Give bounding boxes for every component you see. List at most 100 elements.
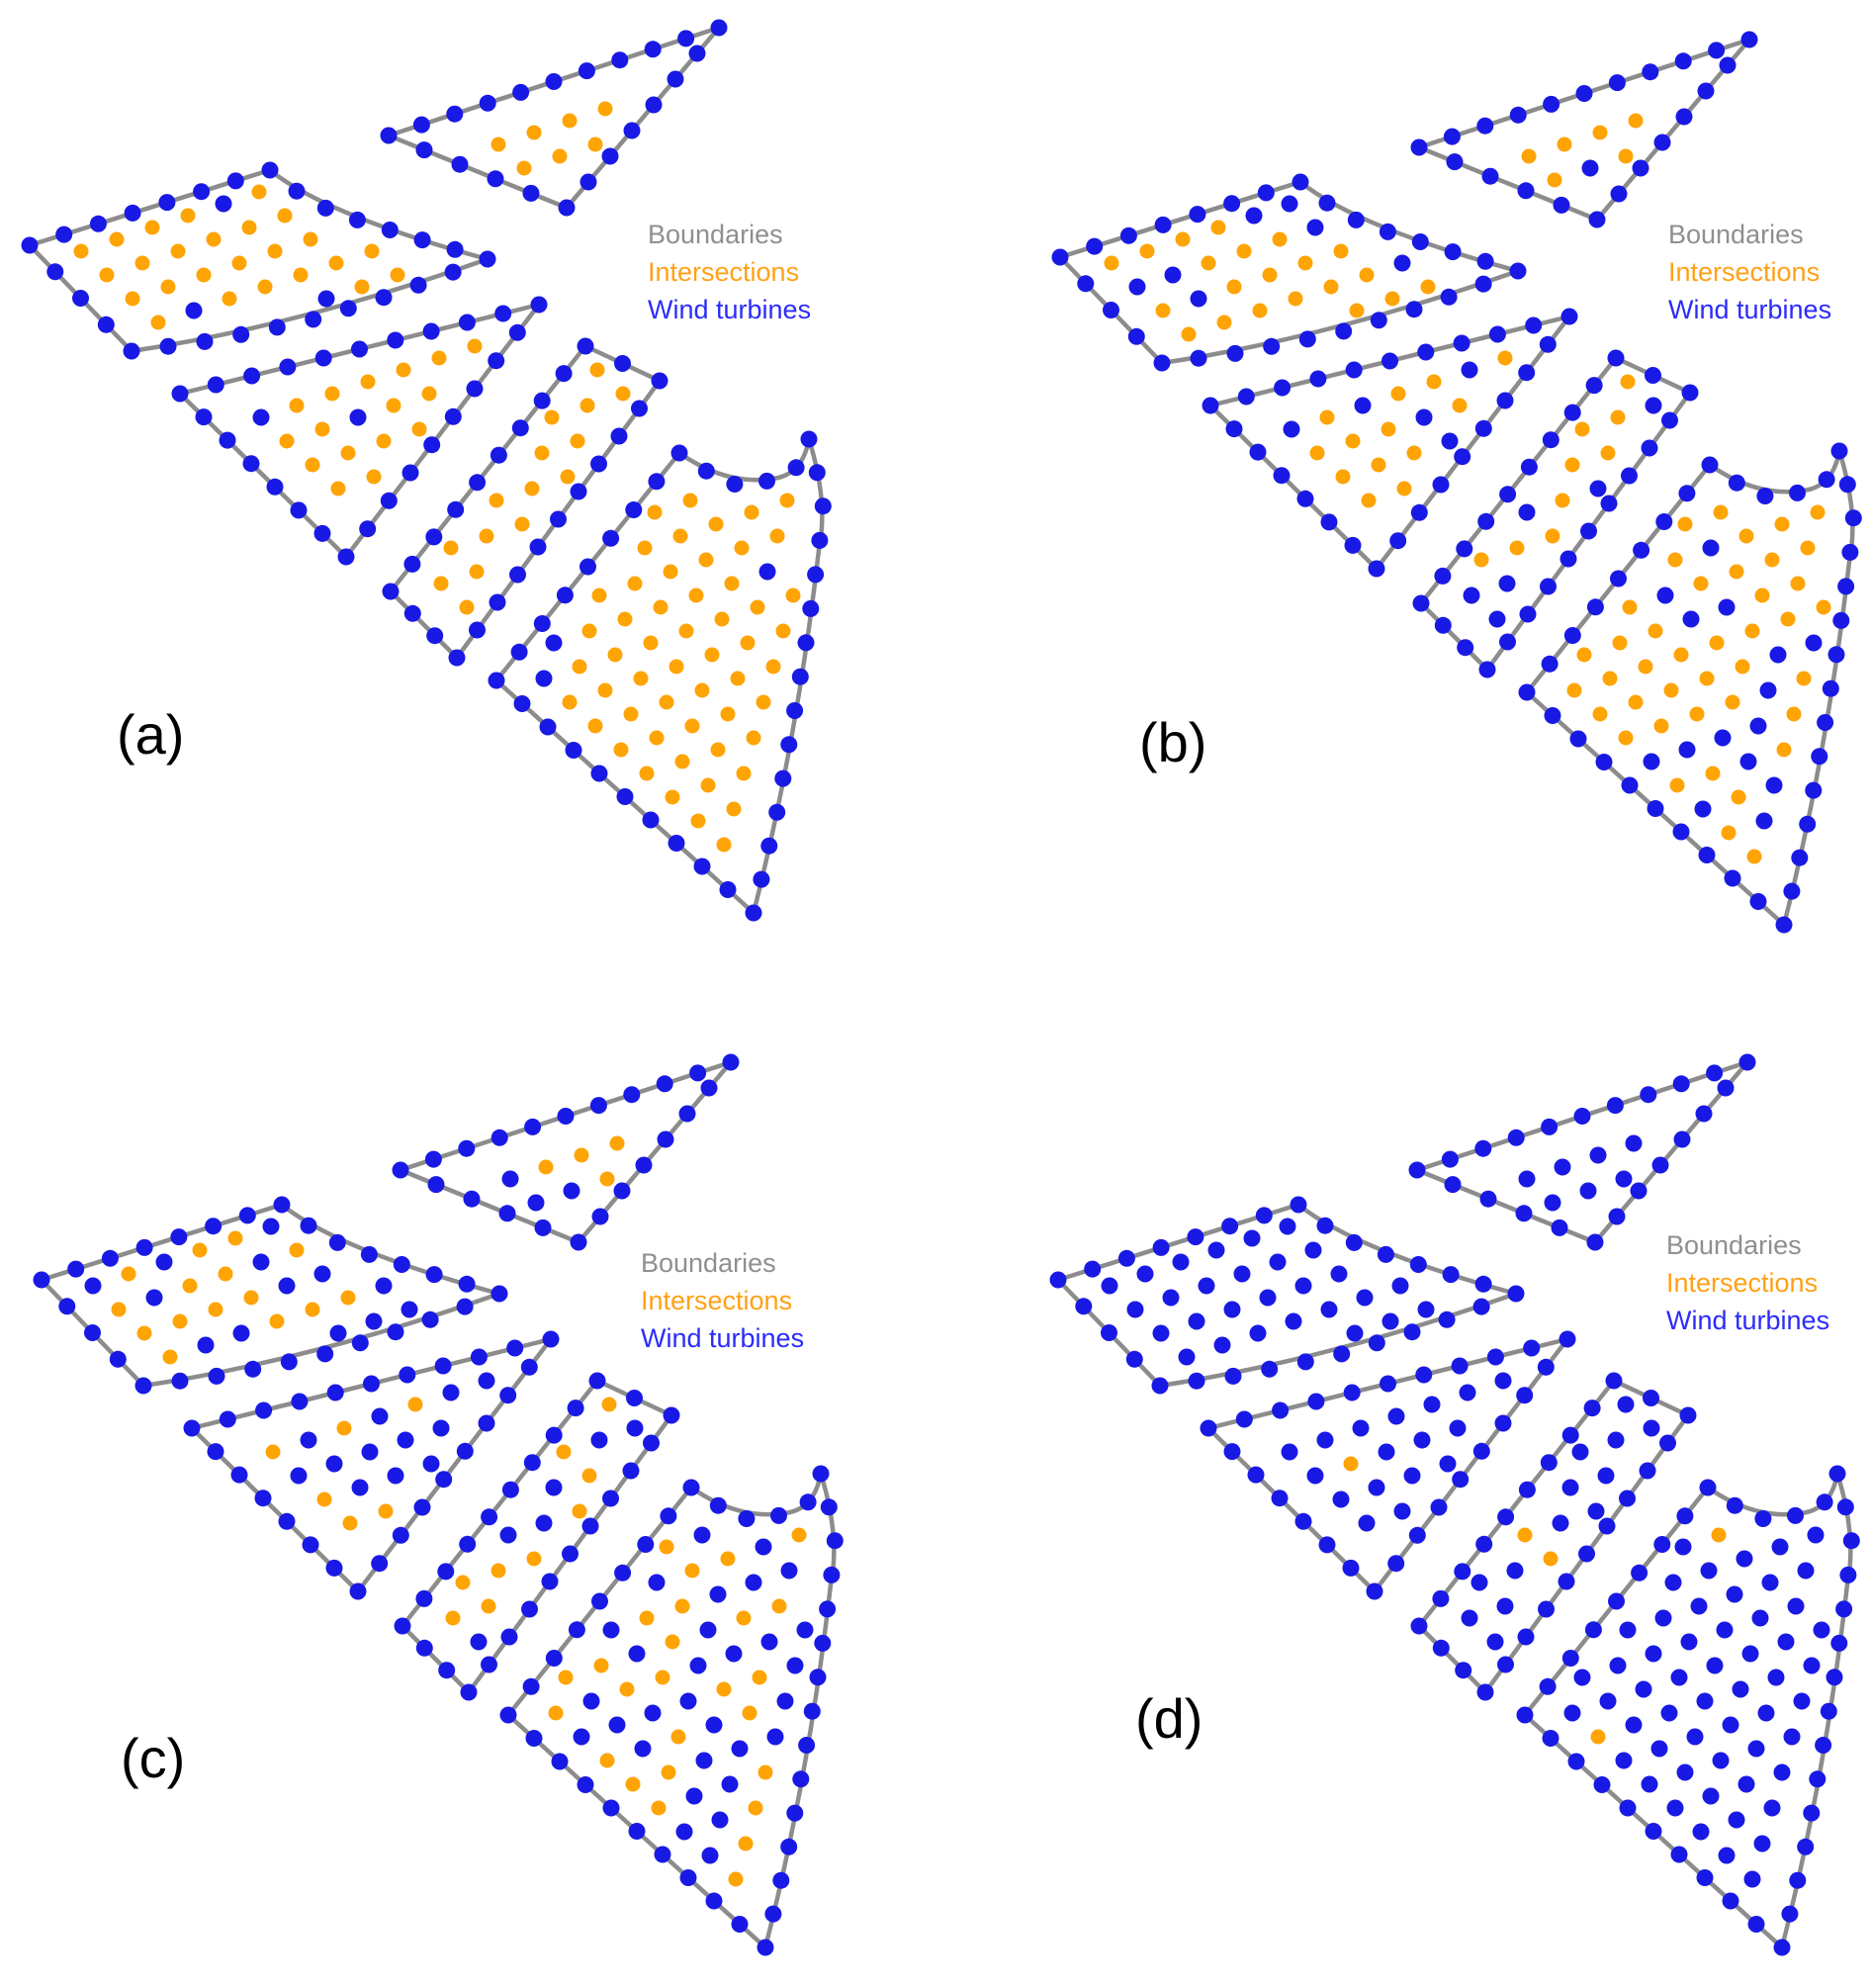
turbine-dot <box>349 408 367 426</box>
turbine-dot <box>1356 1289 1374 1307</box>
turbine-dot <box>1541 655 1559 673</box>
turbine-dot <box>1540 1454 1558 1472</box>
turbine-dot <box>1610 570 1627 587</box>
turbine-dot <box>1152 1324 1170 1342</box>
intersection-dot <box>330 481 346 497</box>
turbine-dot <box>33 1271 50 1289</box>
turbine-dot <box>1820 1702 1837 1720</box>
turbine-dot <box>1712 1752 1730 1769</box>
intersection-dot <box>1689 706 1705 722</box>
turbine-dot <box>1243 1229 1261 1247</box>
turbine-dot <box>1344 536 1362 554</box>
turbine-dot <box>1474 275 1492 293</box>
intersection-dot <box>625 1776 641 1792</box>
intersection-dot <box>655 1670 670 1685</box>
turbine-dot <box>1716 1621 1734 1639</box>
turbine-dot <box>581 1517 599 1535</box>
turbine-dot <box>1699 1479 1717 1496</box>
turbine-dot <box>535 1514 553 1532</box>
turbine-dot <box>725 1645 743 1663</box>
legend-item-boundaries: Boundaries <box>1668 220 1804 249</box>
turbine-dot <box>1827 646 1845 664</box>
turbine-dot <box>524 1118 542 1135</box>
turbine-dot <box>401 1301 418 1318</box>
intersection-dot <box>1319 409 1335 425</box>
turbine-dot <box>643 1434 660 1452</box>
turbine-dot <box>170 1228 188 1246</box>
intersection-dot <box>267 243 283 259</box>
intersection-dot <box>1738 528 1754 544</box>
turbine-dot <box>588 1372 606 1390</box>
intersection-dot <box>1610 409 1626 425</box>
turbine-dot <box>1554 1158 1571 1176</box>
turbine-dot <box>786 1804 804 1822</box>
intersection-dot <box>277 208 293 224</box>
turbine-dot <box>811 531 829 549</box>
turbine-dot <box>1655 513 1673 530</box>
intersection-dot <box>328 255 344 271</box>
turbine-dot <box>1472 1442 1490 1460</box>
turbine-dot <box>1172 1253 1190 1271</box>
turbine-dot <box>444 263 462 281</box>
turbine-dot <box>1486 1633 1504 1651</box>
turbine-dot <box>470 1633 488 1651</box>
turbine-dot <box>1189 206 1206 224</box>
turbine-dot <box>470 1348 488 1366</box>
turbine-dot <box>1679 1406 1697 1424</box>
intersection-dot <box>1653 718 1669 734</box>
turbine-dot <box>1476 252 1494 270</box>
turbine-dot <box>1281 195 1298 213</box>
turbine-dot <box>1279 1218 1296 1235</box>
turbine-dot <box>478 1372 495 1390</box>
turbine-dot <box>812 1465 830 1483</box>
intersection-dot <box>340 1290 356 1306</box>
turbine-dot <box>1198 1277 1215 1295</box>
intersection-dot <box>1576 647 1592 663</box>
intersection-dot <box>289 1242 305 1258</box>
turbine-dot <box>205 1218 223 1235</box>
turbine-dot <box>432 1419 450 1437</box>
turbine-dot <box>1553 196 1570 214</box>
turbine-dot <box>124 204 141 222</box>
turbine-dot <box>1751 1609 1769 1627</box>
turbine-dot <box>109 1350 127 1368</box>
turbine-dot <box>764 1905 782 1923</box>
intersection-dot <box>1628 113 1644 129</box>
turbine-dot <box>1581 159 1599 177</box>
intersection-dot <box>1335 469 1351 485</box>
turbine-dot <box>1621 776 1639 794</box>
turbine-dot <box>656 1075 673 1093</box>
intersection-dot <box>354 279 370 295</box>
turbine-dot <box>1296 490 1314 507</box>
turbine-dot <box>1444 243 1462 261</box>
turbine-dot <box>558 199 576 217</box>
turbine-dot <box>611 51 629 69</box>
legend-item-intersections: Intersections <box>1668 257 1821 287</box>
turbine-dot <box>291 1393 309 1410</box>
turbine-dot <box>1573 1108 1591 1125</box>
turbine-dot <box>460 1683 478 1701</box>
turbine-dot <box>1653 1536 1671 1553</box>
turbine-dot <box>1647 800 1664 817</box>
turbine-dot <box>726 476 744 493</box>
turbine-dot <box>456 1442 474 1460</box>
turbine-dot <box>510 643 528 661</box>
turbine-dot <box>1499 486 1517 503</box>
intersection-dot <box>378 1503 394 1519</box>
turbine-dot <box>1625 1134 1643 1152</box>
turbine-dot <box>1438 1310 1456 1328</box>
turbine-dot <box>1835 1600 1853 1618</box>
turbine-dot <box>667 70 684 88</box>
turbine-dot <box>1816 1493 1833 1511</box>
intersection-dot <box>1210 220 1226 235</box>
turbine-dot <box>1773 1763 1791 1781</box>
turbine-dot <box>422 322 440 340</box>
turbine-dot <box>1523 1339 1541 1357</box>
turbine-dot <box>1815 1737 1832 1754</box>
turbine-dot <box>1347 211 1365 228</box>
turbine-dot <box>608 1716 626 1734</box>
turbine-dot <box>1595 754 1613 770</box>
turbine-dot <box>1316 1431 1334 1449</box>
intersection-dot <box>1349 303 1365 318</box>
turbine-dot <box>1499 633 1516 651</box>
